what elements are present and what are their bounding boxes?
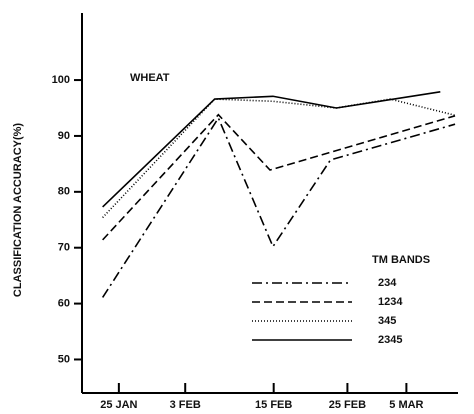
legend-label: 234 xyxy=(378,277,397,289)
x-tick-label: 25 FEB xyxy=(329,399,366,411)
y-tick-label: 100 xyxy=(52,74,70,86)
legend-title: TM BANDS xyxy=(372,254,430,266)
series-line xyxy=(102,98,456,219)
series-line xyxy=(102,91,441,208)
legend-label: 345 xyxy=(378,315,396,327)
legend-label: 1234 xyxy=(378,296,403,308)
y-axis-label: CLASSIFICATION ACCURACY(%) xyxy=(12,123,24,297)
y-tick-label: 90 xyxy=(58,130,70,142)
x-tick-label: 5 MAR xyxy=(389,399,423,411)
x-tick-label: 3 FEB xyxy=(170,399,201,411)
y-tick-label: 60 xyxy=(58,297,70,309)
y-tick-label: 70 xyxy=(58,242,70,254)
series-line xyxy=(102,113,456,241)
annotation: WHEAT xyxy=(130,72,170,84)
x-tick-label: 25 JAN xyxy=(100,399,137,411)
legend-label: 2345 xyxy=(378,334,402,346)
y-tick-label: 50 xyxy=(58,353,70,365)
x-tick-label: 15 FEB xyxy=(255,399,292,411)
y-tick-label: 80 xyxy=(58,186,70,198)
series-line xyxy=(101,116,456,298)
